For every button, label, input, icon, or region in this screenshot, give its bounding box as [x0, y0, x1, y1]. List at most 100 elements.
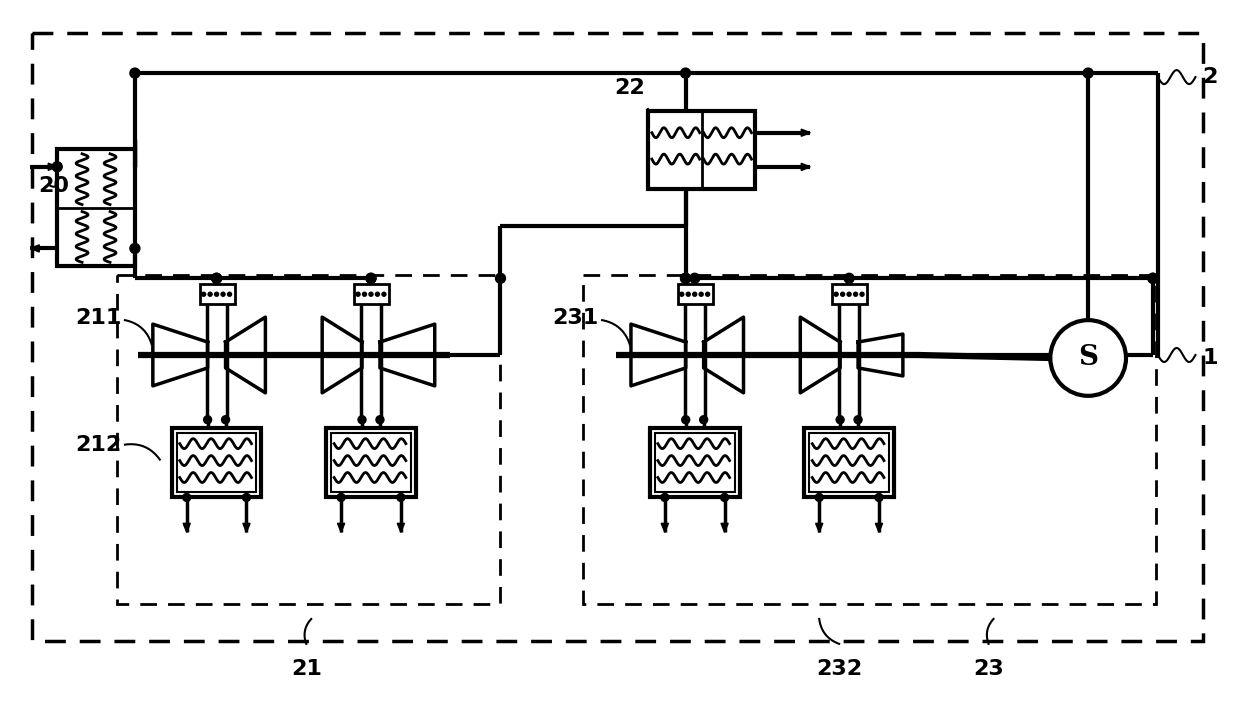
- Polygon shape: [858, 334, 903, 376]
- Circle shape: [681, 273, 691, 283]
- Circle shape: [496, 273, 506, 283]
- Circle shape: [215, 292, 218, 296]
- Text: 21: 21: [291, 659, 321, 679]
- Circle shape: [212, 273, 222, 283]
- Circle shape: [337, 493, 345, 501]
- Circle shape: [243, 493, 250, 501]
- Polygon shape: [337, 523, 345, 532]
- Polygon shape: [661, 523, 668, 532]
- Polygon shape: [875, 523, 883, 532]
- Polygon shape: [720, 523, 728, 532]
- Circle shape: [853, 292, 858, 296]
- Circle shape: [661, 493, 668, 501]
- Circle shape: [815, 493, 823, 501]
- Polygon shape: [800, 317, 841, 393]
- Bar: [355, 285, 389, 304]
- Circle shape: [358, 416, 366, 423]
- Circle shape: [681, 68, 691, 78]
- Text: S: S: [1078, 345, 1099, 372]
- Circle shape: [689, 273, 699, 283]
- Circle shape: [680, 292, 683, 296]
- Circle shape: [854, 416, 862, 423]
- Circle shape: [1148, 273, 1158, 283]
- Circle shape: [370, 292, 373, 296]
- Polygon shape: [322, 317, 362, 393]
- Circle shape: [362, 292, 367, 296]
- Bar: [172, 428, 262, 498]
- Circle shape: [382, 292, 386, 296]
- Bar: [805, 428, 894, 498]
- Bar: [678, 285, 713, 304]
- Circle shape: [682, 416, 689, 423]
- Text: 23: 23: [973, 659, 1004, 679]
- Text: 212: 212: [76, 435, 122, 455]
- Bar: [650, 428, 739, 498]
- Bar: [583, 275, 1156, 604]
- Bar: [331, 433, 410, 493]
- Polygon shape: [631, 324, 686, 386]
- Circle shape: [836, 416, 844, 423]
- Circle shape: [847, 292, 851, 296]
- Circle shape: [720, 493, 729, 501]
- Circle shape: [699, 416, 708, 423]
- Bar: [57, 149, 135, 266]
- Circle shape: [875, 493, 883, 501]
- Circle shape: [1050, 320, 1126, 396]
- Circle shape: [835, 292, 838, 296]
- Circle shape: [686, 292, 691, 296]
- Polygon shape: [226, 317, 265, 393]
- Polygon shape: [801, 164, 810, 171]
- Text: 20: 20: [38, 176, 69, 195]
- Circle shape: [706, 292, 709, 296]
- Text: 1: 1: [1203, 348, 1218, 368]
- Bar: [810, 433, 889, 493]
- Polygon shape: [801, 129, 810, 137]
- Circle shape: [1148, 273, 1158, 283]
- Circle shape: [366, 273, 376, 283]
- Circle shape: [693, 292, 697, 296]
- Text: 232: 232: [816, 659, 862, 679]
- Circle shape: [1084, 68, 1094, 78]
- Circle shape: [202, 292, 206, 296]
- Polygon shape: [816, 523, 823, 532]
- Polygon shape: [397, 523, 404, 532]
- Circle shape: [376, 292, 379, 296]
- Circle shape: [681, 273, 691, 283]
- Circle shape: [861, 292, 864, 296]
- Circle shape: [208, 292, 212, 296]
- Circle shape: [222, 416, 229, 423]
- Circle shape: [356, 292, 360, 296]
- Bar: [177, 433, 257, 493]
- Circle shape: [52, 161, 62, 172]
- Polygon shape: [153, 324, 207, 386]
- Circle shape: [699, 292, 703, 296]
- Circle shape: [397, 493, 404, 501]
- Bar: [655, 433, 734, 493]
- Polygon shape: [379, 324, 435, 386]
- Polygon shape: [30, 245, 40, 252]
- Circle shape: [366, 273, 376, 283]
- Circle shape: [228, 292, 232, 296]
- Text: 231: 231: [552, 308, 598, 328]
- Polygon shape: [703, 317, 744, 393]
- Circle shape: [130, 68, 140, 78]
- Text: 211: 211: [76, 308, 122, 328]
- Circle shape: [203, 416, 212, 423]
- Bar: [326, 428, 415, 498]
- Circle shape: [376, 416, 384, 423]
- Polygon shape: [184, 523, 190, 532]
- Bar: [32, 33, 1203, 641]
- Polygon shape: [48, 163, 57, 171]
- Bar: [117, 275, 501, 604]
- Circle shape: [182, 493, 191, 501]
- Polygon shape: [243, 523, 250, 532]
- Circle shape: [130, 244, 140, 253]
- Bar: [832, 285, 867, 304]
- Bar: [200, 285, 234, 304]
- Bar: [647, 111, 755, 188]
- Circle shape: [221, 292, 224, 296]
- Text: 2: 2: [1203, 67, 1218, 87]
- Circle shape: [212, 273, 222, 283]
- Circle shape: [844, 273, 854, 283]
- Circle shape: [841, 292, 844, 296]
